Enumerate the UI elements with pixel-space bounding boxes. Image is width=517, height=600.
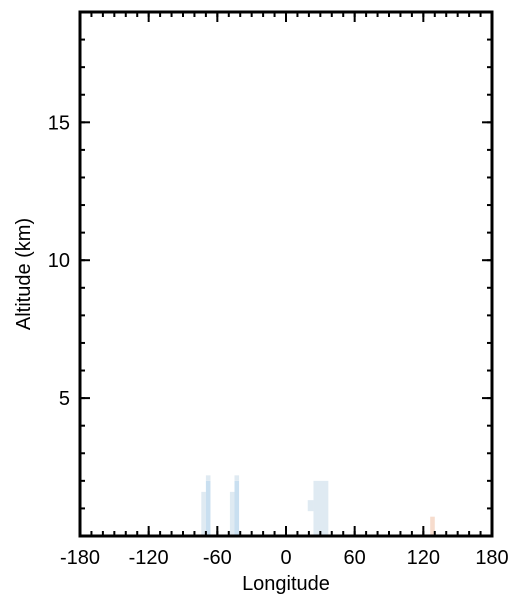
- heatmap-cell: [201, 491, 206, 536]
- y-tick-label: 10: [48, 250, 70, 272]
- y-tick-label: 15: [48, 112, 70, 134]
- heatmap-cell: [234, 475, 240, 481]
- heatmap-cell: [205, 480, 211, 536]
- x-tick-label: 120: [407, 547, 440, 569]
- axis-tick-labels: -180 -120 -60 0 60 120 180 5 10 15: [48, 112, 509, 569]
- y-axis-label: Altitude (km): [13, 218, 35, 330]
- x-axis-label: Longitude: [242, 573, 330, 595]
- y-tick-label: 5: [59, 388, 70, 410]
- plot-frame: [78, 10, 494, 538]
- heatmap-cell: [205, 475, 211, 481]
- x-tick-label: -60: [203, 547, 232, 569]
- data-cells: [201, 475, 435, 536]
- x-tick-label: -120: [129, 547, 169, 569]
- x-tick-label: 60: [344, 547, 366, 569]
- heatmap-cell: [229, 491, 235, 536]
- x-tick-label: 180: [475, 547, 508, 569]
- x-tick-label: -180: [60, 547, 100, 569]
- heatmap-cell: [307, 500, 314, 512]
- axis-ticks: [79, 12, 493, 536]
- heatmap-cell: [430, 516, 435, 536]
- x-tick-label: 0: [280, 547, 291, 569]
- heatmap-cell: [313, 480, 329, 536]
- heatmap-cell: [234, 480, 240, 536]
